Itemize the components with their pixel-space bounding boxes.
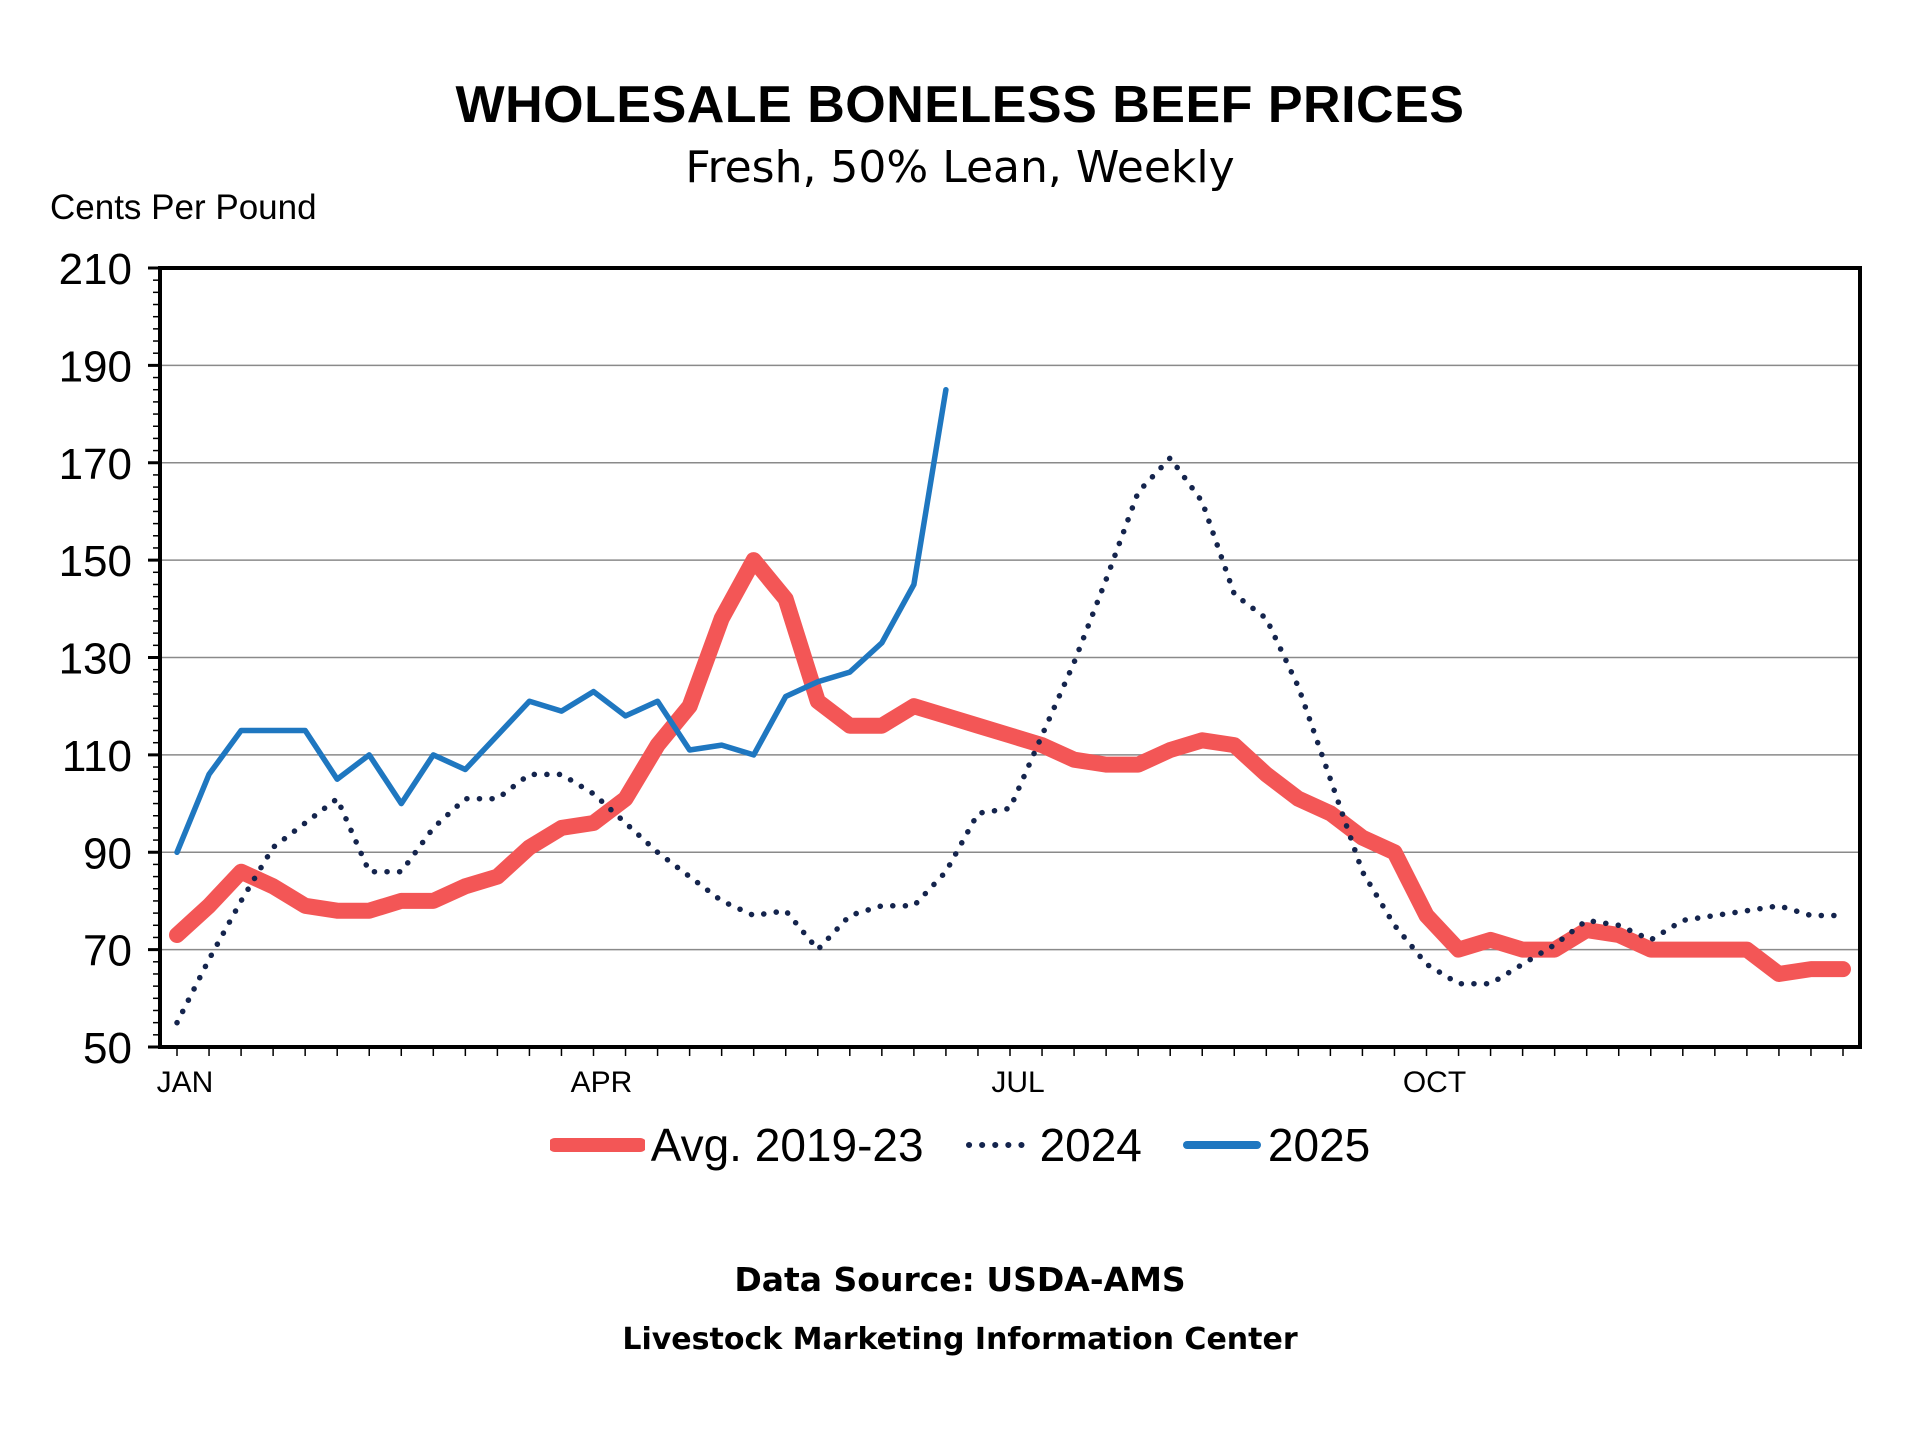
y-tick-label: 170 (59, 440, 132, 489)
legend-item-2024: 2024 (964, 1118, 1142, 1172)
y-axis-label: Cents Per Pound (50, 188, 317, 227)
y-tick-label: 50 (83, 1024, 132, 1073)
y-tick-label: 110 (62, 732, 132, 781)
legend-label-avg: Avg. 2019-23 (650, 1119, 924, 1171)
series-lines (169, 386, 1851, 1026)
y-tick-label: 210 (59, 245, 132, 294)
y-tick-label: 70 (83, 927, 132, 976)
y-tick-label: 150 (59, 537, 132, 586)
legend-swatch-avg (549, 1138, 645, 1152)
y-tick-label: 190 (59, 342, 132, 391)
legend: Avg. 2019-23 2024 2025 (0, 1118, 1920, 1172)
legend-item-2025: 2025 (1182, 1118, 1370, 1172)
chart-title: WHOLESALE BONELESS BEEF PRICES (455, 76, 1465, 134)
data-source: Data Source: USDA-AMS (734, 1260, 1186, 1299)
chart-plot: 50 70 90 110 130 150 170 190 210 JAN APR JUL OCT (59, 245, 1862, 1099)
series-line-avg-2019-23 (169, 552, 1851, 982)
x-tick-label: JUL (991, 1066, 1044, 1099)
y-tick-labels: 50 70 90 110 130 150 170 190 210 (59, 245, 160, 1073)
y-tick-label: 90 (83, 829, 132, 878)
legend-item-avg: Avg. 2019-23 (549, 1118, 924, 1172)
legend-label-2025: 2025 (1267, 1119, 1371, 1171)
x-tick-label: JAN (157, 1066, 214, 1099)
x-tick-label: OCT (1403, 1066, 1466, 1099)
series-line-2025 (174, 386, 949, 856)
legend-swatch-2025 (1182, 1141, 1261, 1149)
x-tick-labels: JAN APR JUL OCT (157, 1066, 1467, 1099)
legend-swatch-2024 (965, 1142, 1032, 1148)
grid-lines (160, 364, 1860, 951)
x-tick-label: APR (571, 1066, 633, 1099)
y-tick-label: 130 (59, 635, 132, 684)
chart-subtitle: Fresh, 50% Lean, Weekly (685, 142, 1235, 193)
legend-label-2024: 2024 (1039, 1119, 1142, 1171)
organization-name: Livestock Marketing Information Center (622, 1322, 1298, 1357)
plot-frame (158, 266, 1862, 1049)
